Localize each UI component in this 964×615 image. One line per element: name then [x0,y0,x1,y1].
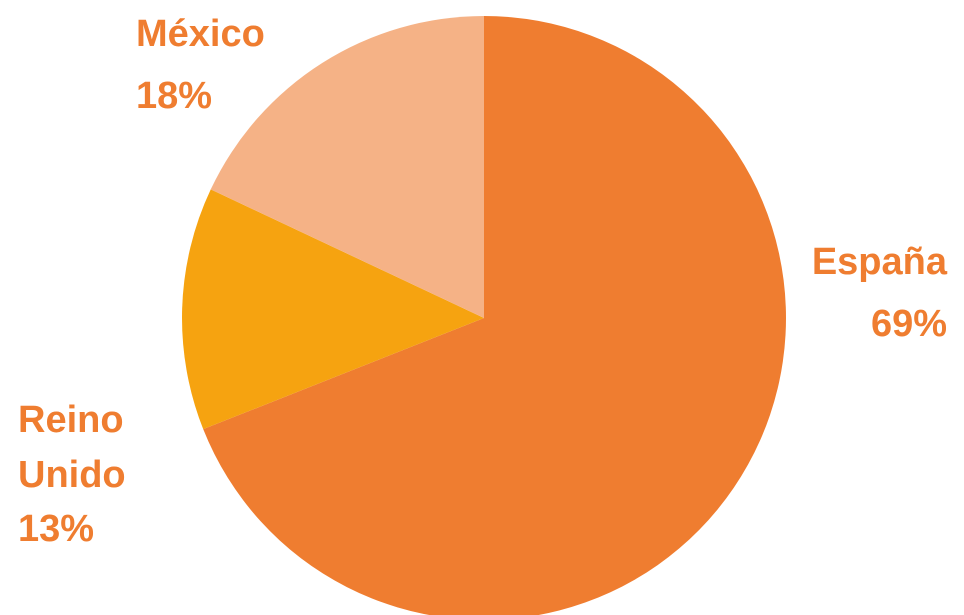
slice-label-reino-unido-line1: Reino [18,399,124,441]
slice-label-espana-value: 69% [871,303,947,345]
slice-label-reino-unido-value: 13% [18,508,94,550]
slice-label-espana: España 69% [812,241,948,345]
slice-label-mexico-value: 18% [136,75,212,117]
pie-slice-mexico [210,16,484,318]
slice-label-mexico: México 18% [136,13,265,117]
slice-label-reino-unido-line2: Unido [18,454,126,496]
pie-slices [182,16,787,615]
slice-label-mexico-name: México [136,13,265,55]
slice-label-reino-unido: Reino Unido 13% [18,399,126,550]
slice-label-espana-name: España [812,241,948,283]
pie-slice-espana [203,16,787,615]
pie-slice-reino-unido [182,189,484,430]
